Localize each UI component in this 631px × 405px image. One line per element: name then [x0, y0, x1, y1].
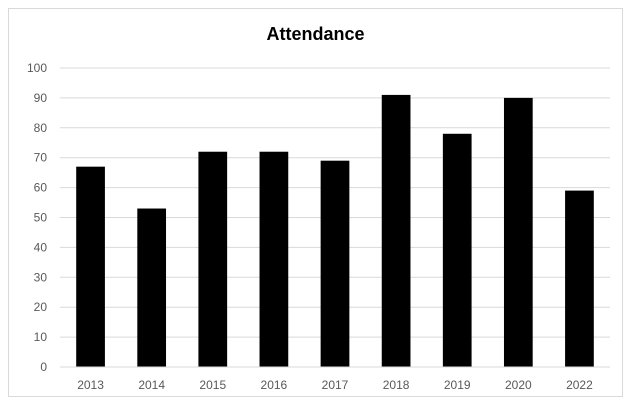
- y-tick-label: 30: [34, 270, 48, 284]
- y-tick-label: 50: [34, 211, 48, 225]
- y-axis: 0 10 20 30 40 50 60 70 80 90 100: [27, 61, 47, 374]
- y-tick-label: 100: [27, 61, 47, 75]
- y-tick-label: 10: [34, 330, 48, 344]
- y-tick-label: 80: [34, 121, 48, 135]
- bar: [442, 133, 472, 367]
- x-tick-label: 2020: [505, 378, 532, 392]
- y-tick-label: 20: [34, 300, 48, 314]
- bar: [503, 97, 533, 368]
- x-tick-label: 2015: [199, 378, 226, 392]
- x-tick-label: 2013: [77, 378, 104, 392]
- x-axis: 2013 2014 2015 2016 2017 2018 2019 2020 2022: [60, 366, 610, 392]
- y-tick-label: 70: [34, 151, 48, 165]
- chart-title: Attendance: [266, 24, 365, 44]
- y-tick-label: 40: [34, 240, 48, 254]
- x-tick-label: 2014: [138, 378, 165, 392]
- y-tick-label: 0: [40, 360, 47, 374]
- x-tick-label: 2022: [566, 378, 593, 392]
- x-tick-label: 2017: [322, 378, 349, 392]
- x-tick-label: 2016: [261, 378, 288, 392]
- bars: [76, 94, 594, 368]
- bar: [76, 166, 105, 367]
- x-tick-label: 2019: [444, 378, 471, 392]
- bar: [259, 151, 289, 367]
- bar: [198, 151, 228, 367]
- bar: [320, 160, 350, 367]
- y-tick-label: 60: [34, 181, 48, 195]
- bar: [381, 94, 411, 367]
- bar: [565, 190, 594, 367]
- bar: [137, 208, 167, 367]
- x-tick-label: 2018: [383, 378, 410, 392]
- y-tick-label: 90: [34, 91, 48, 105]
